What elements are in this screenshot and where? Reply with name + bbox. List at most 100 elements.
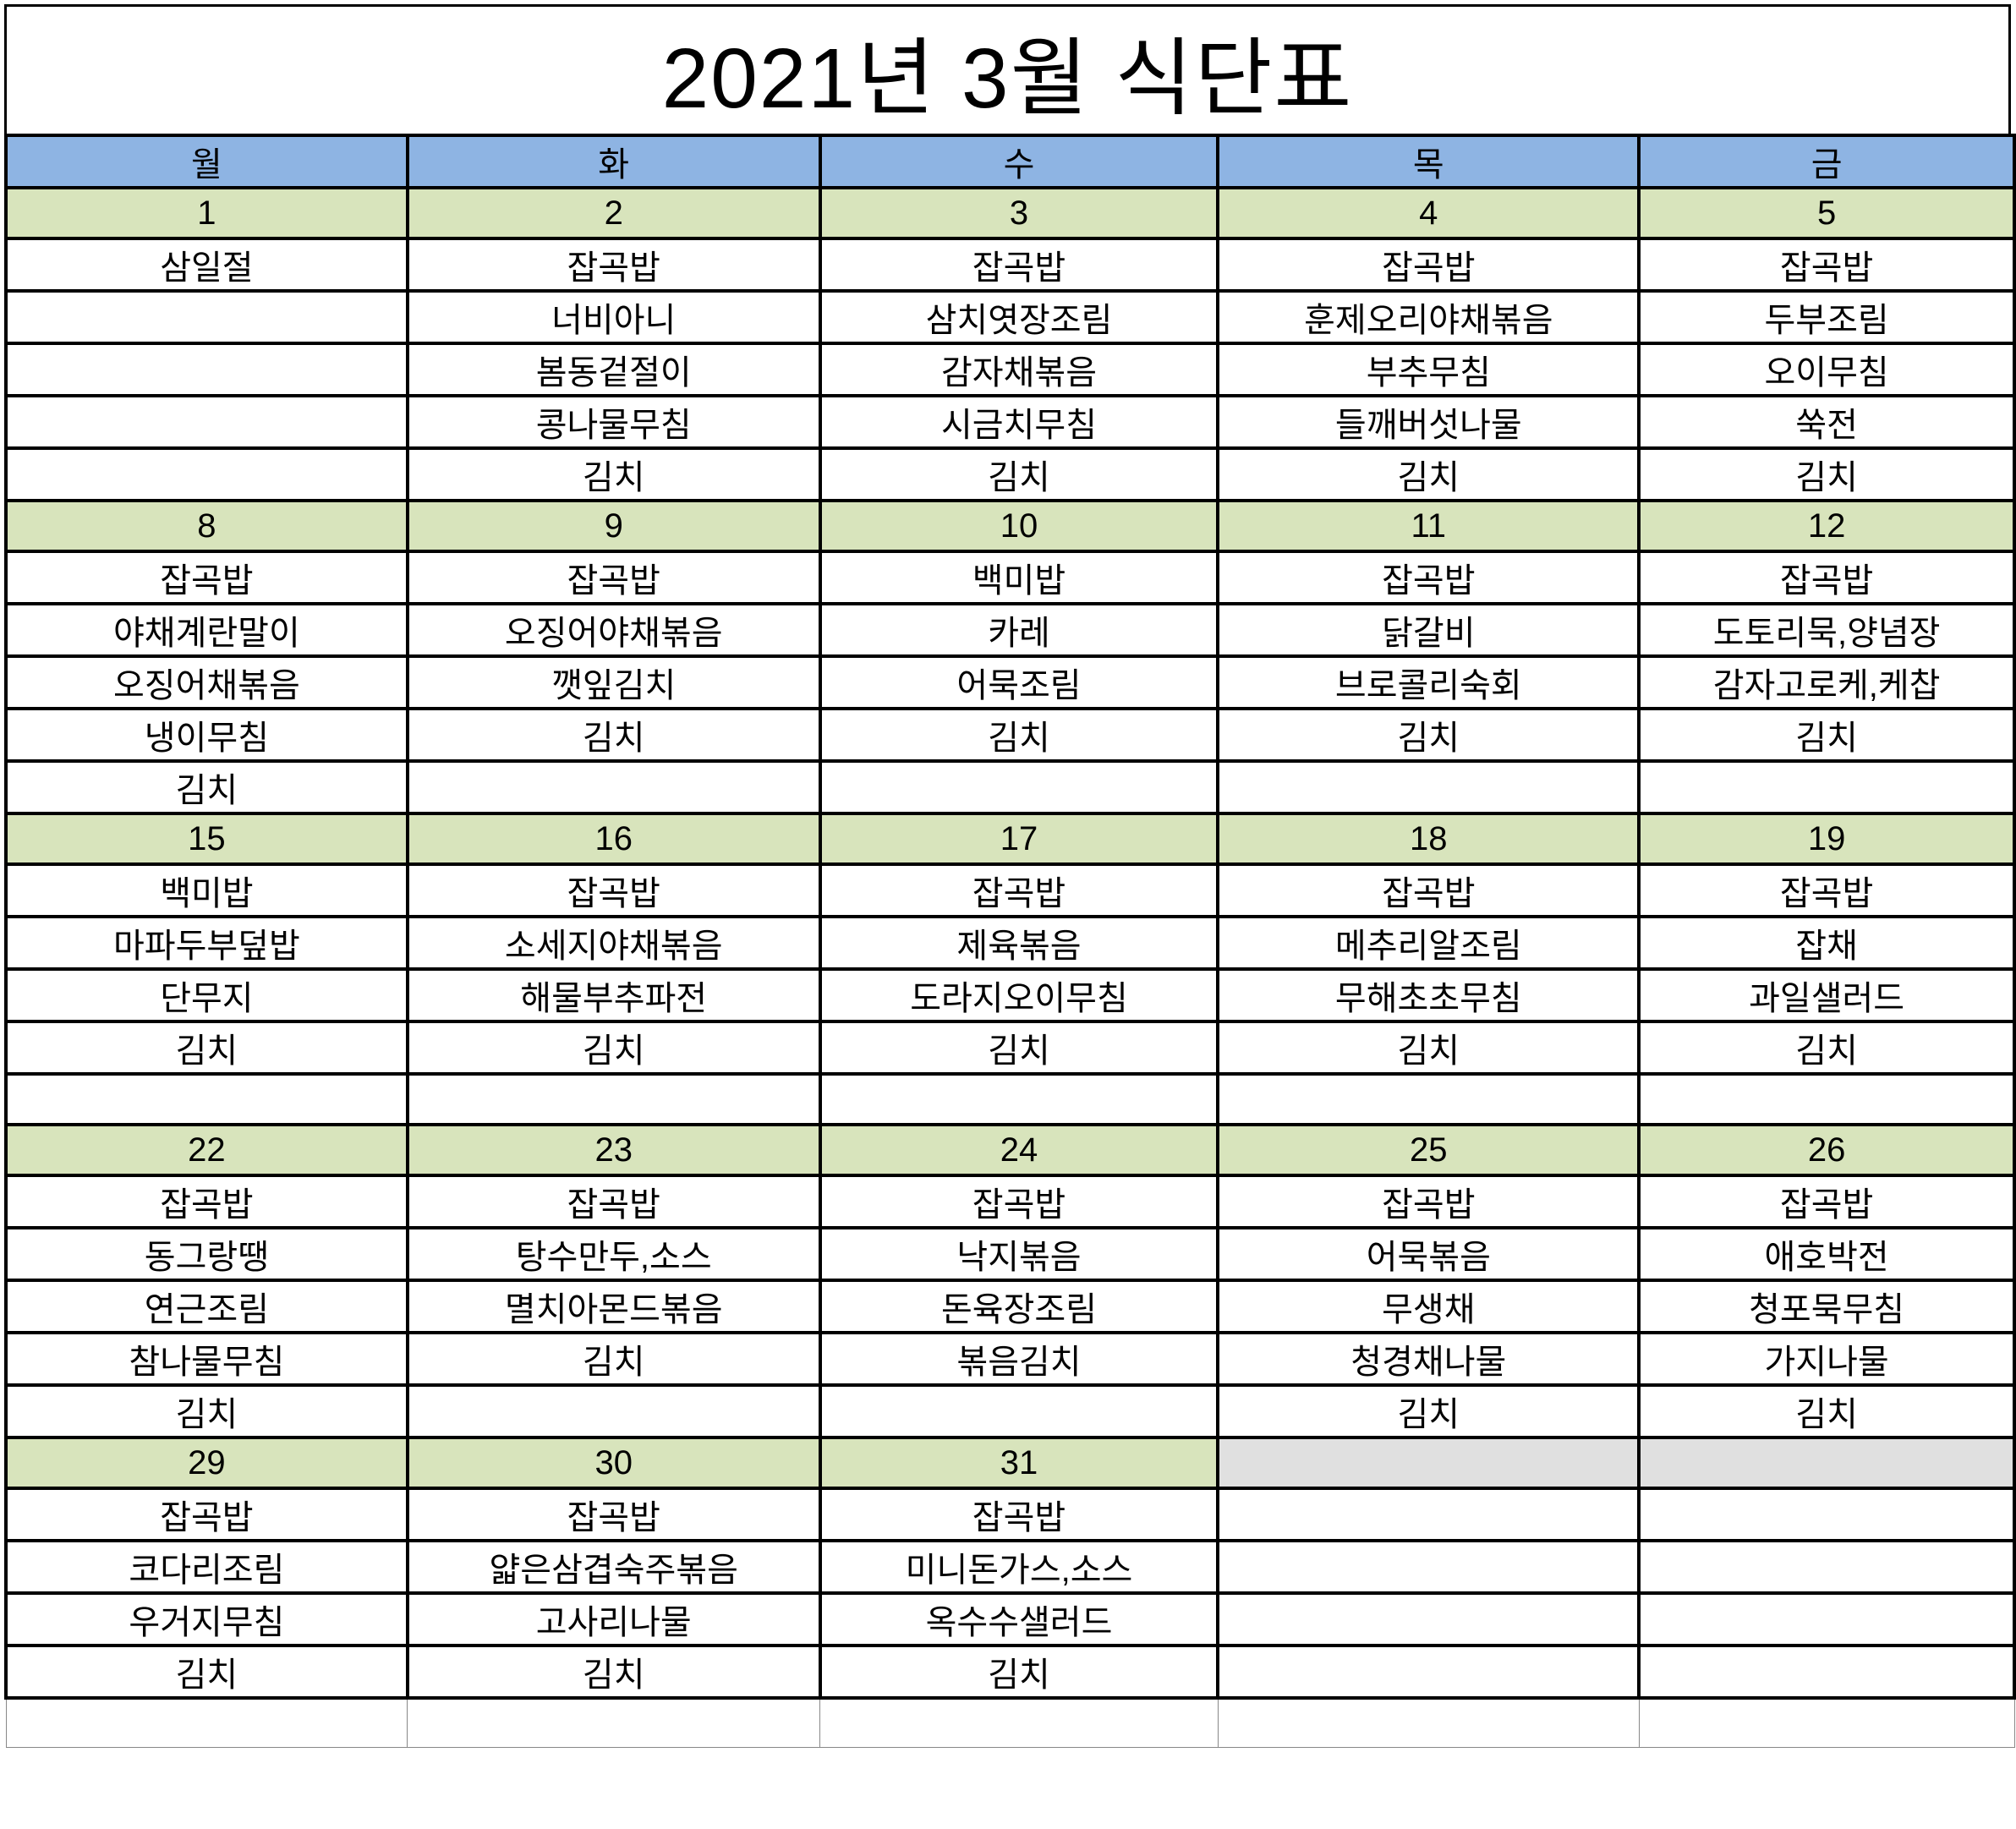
menu-cell[interactable]: 어묵조림 bbox=[818, 654, 1220, 710]
menu-cell[interactable]: 잡곡밥 bbox=[405, 550, 822, 605]
menu-cell[interactable]: 감자고로케,케찹 bbox=[1637, 654, 2016, 710]
menu-cell[interactable]: 김치 bbox=[405, 707, 822, 763]
menu-cell[interactable]: 김치 bbox=[405, 1020, 822, 1076]
menu-cell[interactable] bbox=[405, 1072, 822, 1126]
menu-cell[interactable]: 오이무침 bbox=[1637, 342, 2016, 397]
menu-cell[interactable] bbox=[1637, 1591, 2016, 1647]
date-cell[interactable]: 19 bbox=[1637, 812, 2016, 866]
menu-cell[interactable]: 낙지볶음 bbox=[818, 1226, 1220, 1282]
date-cell[interactable]: 2 bbox=[405, 186, 822, 240]
menu-cell[interactable]: 우거지무침 bbox=[4, 1591, 409, 1647]
date-cell[interactable]: 24 bbox=[818, 1123, 1220, 1177]
menu-cell[interactable]: 김치 bbox=[405, 446, 822, 502]
menu-cell[interactable] bbox=[1216, 1072, 1641, 1126]
menu-cell[interactable] bbox=[1216, 1644, 1641, 1700]
menu-cell[interactable]: 김치 bbox=[818, 707, 1220, 763]
menu-cell[interactable]: 청포묵무침 bbox=[1637, 1279, 2016, 1334]
menu-cell[interactable]: 김치 bbox=[1216, 707, 1641, 763]
menu-cell[interactable]: 탕수만두,소스 bbox=[405, 1226, 822, 1282]
date-cell[interactable]: 29 bbox=[4, 1436, 409, 1490]
menu-cell[interactable]: 김치 bbox=[405, 1644, 822, 1700]
menu-cell[interactable] bbox=[1637, 1539, 2016, 1595]
menu-cell[interactable] bbox=[1637, 759, 2016, 815]
menu-cell[interactable]: 잡곡밥 bbox=[4, 1487, 409, 1542]
menu-cell[interactable]: 돈육장조림 bbox=[818, 1279, 1220, 1334]
menu-cell[interactable]: 볶음김치 bbox=[818, 1331, 1220, 1387]
weekday-header[interactable]: 수 bbox=[818, 134, 1220, 189]
menu-cell[interactable]: 냉이무침 bbox=[4, 707, 409, 763]
menu-cell[interactable]: 동그랑땡 bbox=[4, 1226, 409, 1282]
date-cell[interactable]: 12 bbox=[1637, 499, 2016, 553]
date-cell[interactable]: 16 bbox=[405, 812, 822, 866]
menu-cell[interactable]: 미니돈가스,소스 bbox=[818, 1539, 1220, 1595]
menu-cell[interactable]: 잡곡밥 bbox=[4, 1174, 409, 1229]
menu-cell[interactable]: 해물부추파전 bbox=[405, 967, 822, 1023]
menu-cell[interactable]: 닭갈비 bbox=[1216, 602, 1641, 658]
menu-cell[interactable]: 김치 bbox=[4, 1383, 409, 1439]
date-cell[interactable]: 15 bbox=[4, 812, 409, 866]
menu-cell[interactable]: 과일샐러드 bbox=[1637, 967, 2016, 1023]
menu-cell[interactable] bbox=[1216, 1487, 1641, 1542]
date-cell[interactable] bbox=[1216, 1436, 1641, 1490]
menu-cell[interactable]: 김치 bbox=[1637, 1383, 2016, 1439]
menu-cell[interactable]: 도라지오이무침 bbox=[818, 967, 1220, 1023]
menu-cell[interactable]: 어묵볶음 bbox=[1216, 1226, 1641, 1282]
menu-cell[interactable]: 김치 bbox=[1637, 1020, 2016, 1076]
menu-cell[interactable] bbox=[1637, 1644, 2016, 1700]
menu-cell[interactable]: 백미밥 bbox=[4, 862, 409, 918]
menu-cell[interactable]: 메추리알조림 bbox=[1216, 915, 1641, 971]
menu-cell[interactable]: 김치 bbox=[405, 1331, 822, 1387]
menu-cell[interactable]: 무해초초무침 bbox=[1216, 967, 1641, 1023]
menu-cell[interactable]: 단무지 bbox=[4, 967, 409, 1023]
menu-cell[interactable] bbox=[1216, 1539, 1641, 1595]
menu-cell[interactable]: 잡곡밥 bbox=[1637, 550, 2016, 605]
date-cell[interactable]: 23 bbox=[405, 1123, 822, 1177]
date-cell[interactable]: 4 bbox=[1216, 186, 1641, 240]
menu-cell[interactable]: 청경채나물 bbox=[1216, 1331, 1641, 1387]
date-cell[interactable]: 31 bbox=[818, 1436, 1220, 1490]
date-cell[interactable]: 26 bbox=[1637, 1123, 2016, 1177]
menu-cell[interactable]: 김치 bbox=[1216, 1383, 1641, 1439]
menu-cell[interactable]: 잡곡밥 bbox=[1637, 862, 2016, 918]
menu-cell[interactable] bbox=[4, 394, 409, 450]
date-cell[interactable]: 11 bbox=[1216, 499, 1641, 553]
menu-cell[interactable]: 제육볶음 bbox=[818, 915, 1220, 971]
date-cell[interactable]: 8 bbox=[4, 499, 409, 553]
menu-cell[interactable] bbox=[819, 1696, 1219, 1748]
date-cell[interactable]: 1 bbox=[4, 186, 409, 240]
menu-cell[interactable] bbox=[4, 342, 409, 397]
date-cell[interactable]: 25 bbox=[1216, 1123, 1641, 1177]
menu-cell[interactable] bbox=[1216, 759, 1641, 815]
menu-cell[interactable]: 김치 bbox=[818, 1020, 1220, 1076]
menu-cell[interactable]: 훈제오리야채볶음 bbox=[1216, 289, 1641, 345]
menu-cell[interactable] bbox=[818, 759, 1220, 815]
menu-cell[interactable] bbox=[818, 1383, 1220, 1439]
menu-cell[interactable] bbox=[1217, 1696, 1640, 1748]
menu-cell[interactable]: 감자채볶음 bbox=[818, 342, 1220, 397]
menu-cell[interactable]: 백미밥 bbox=[818, 550, 1220, 605]
menu-cell[interactable]: 잡곡밥 bbox=[405, 1487, 822, 1542]
menu-cell[interactable]: 잡곡밥 bbox=[818, 1487, 1220, 1542]
menu-cell[interactable]: 코다리조림 bbox=[4, 1539, 409, 1595]
menu-cell[interactable]: 잡곡밥 bbox=[4, 550, 409, 605]
menu-cell[interactable]: 브로콜리숙회 bbox=[1216, 654, 1641, 710]
menu-cell[interactable]: 소세지야채볶음 bbox=[405, 915, 822, 971]
weekday-header[interactable]: 월 bbox=[4, 134, 409, 189]
menu-cell[interactable] bbox=[4, 289, 409, 345]
menu-cell[interactable]: 김치 bbox=[818, 446, 1220, 502]
menu-cell[interactable]: 가지나물 bbox=[1637, 1331, 2016, 1387]
menu-cell[interactable] bbox=[1637, 1072, 2016, 1126]
menu-cell[interactable]: 잡곡밥 bbox=[1216, 550, 1641, 605]
menu-cell[interactable]: 김치 bbox=[4, 759, 409, 815]
menu-cell[interactable]: 잡곡밥 bbox=[405, 237, 822, 293]
menu-cell[interactable] bbox=[818, 1072, 1220, 1126]
menu-cell[interactable]: 잡곡밥 bbox=[818, 862, 1220, 918]
menu-cell[interactable]: 콩나물무침 bbox=[405, 394, 822, 450]
menu-cell[interactable]: 카레 bbox=[818, 602, 1220, 658]
menu-cell[interactable]: 잡곡밥 bbox=[405, 1174, 822, 1229]
menu-cell[interactable]: 김치 bbox=[818, 1644, 1220, 1700]
menu-cell[interactable]: 두부조림 bbox=[1637, 289, 2016, 345]
menu-cell[interactable]: 도토리묵,양념장 bbox=[1637, 602, 2016, 658]
menu-cell[interactable]: 잡곡밥 bbox=[818, 1174, 1220, 1229]
menu-cell[interactable]: 잡곡밥 bbox=[1216, 862, 1641, 918]
